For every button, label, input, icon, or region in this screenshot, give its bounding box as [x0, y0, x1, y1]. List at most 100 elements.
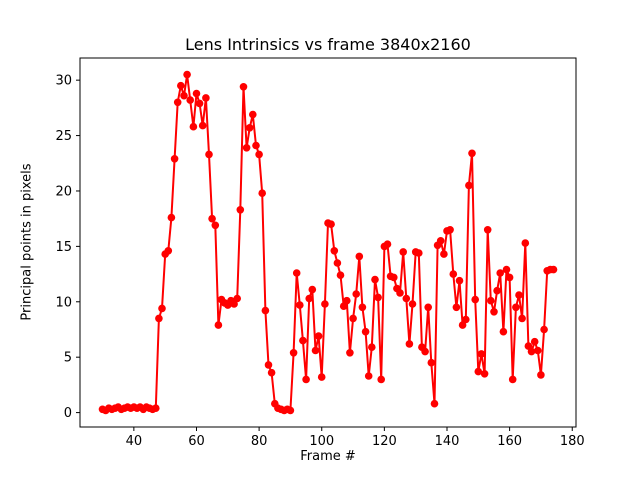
data-marker — [508, 375, 517, 384]
data-marker — [549, 265, 558, 274]
data-marker — [358, 303, 367, 312]
data-marker — [195, 99, 204, 108]
data-marker — [499, 327, 508, 336]
data-marker — [236, 206, 245, 214]
data-marker — [474, 367, 483, 376]
data-marker — [302, 375, 310, 384]
data-marker — [468, 149, 476, 158]
data-marker — [446, 226, 454, 234]
x-tick-label: 80 — [251, 434, 268, 449]
data-marker — [399, 248, 408, 256]
x-tick-label: 140 — [435, 434, 460, 449]
data-marker — [202, 94, 210, 102]
data-marker — [186, 96, 194, 104]
axes-spines — [79, 57, 577, 428]
data-marker — [349, 314, 357, 323]
data-marker — [242, 144, 251, 152]
data-marker — [267, 368, 276, 377]
data-marker — [177, 81, 185, 90]
x-tick-label: 120 — [372, 434, 397, 449]
data-marker — [458, 321, 467, 329]
data-marker — [540, 325, 548, 334]
x-tick-label: 100 — [309, 434, 334, 449]
data-marker — [346, 349, 354, 357]
data-marker — [462, 315, 470, 324]
data-marker — [396, 289, 404, 297]
data-marker — [455, 276, 464, 285]
data-marker — [198, 121, 207, 130]
data-marker — [521, 239, 530, 247]
data-marker — [505, 273, 514, 282]
data-marker — [317, 373, 326, 381]
data-marker — [286, 406, 295, 415]
data-marker — [192, 89, 201, 98]
y-tick-label: 15 — [55, 240, 72, 255]
data-marker — [440, 250, 448, 258]
data-marker — [183, 70, 191, 79]
data-marker — [452, 303, 461, 312]
data-marker — [364, 372, 373, 380]
chart-title: Lens Intrinsics vs frame 3840x2160 — [185, 35, 471, 54]
data-marker — [314, 332, 323, 340]
data-marker — [208, 214, 216, 223]
data-marker — [436, 237, 445, 245]
y-tick-label: 5 — [64, 351, 72, 366]
data-marker — [205, 150, 213, 159]
data-marker — [465, 181, 473, 190]
data-marker — [311, 346, 320, 355]
y-tick-label: 30 — [55, 74, 72, 89]
data-marker — [355, 252, 364, 261]
data-marker — [164, 247, 173, 255]
data-marker — [427, 358, 436, 367]
data-marker — [289, 349, 298, 357]
data-marker — [214, 321, 223, 329]
data-marker — [537, 371, 545, 379]
data-marker — [249, 110, 257, 119]
data-marker — [534, 346, 542, 355]
data-marker — [374, 293, 382, 302]
data-marker — [527, 347, 536, 356]
data-marker — [343, 296, 351, 305]
y-tick-label: 20 — [55, 184, 72, 199]
x-tick-label: 160 — [497, 434, 522, 449]
data-marker — [415, 249, 423, 257]
data-marker — [361, 327, 370, 336]
data-marker — [493, 286, 501, 295]
data-marker — [368, 343, 376, 352]
data-marker — [496, 269, 505, 277]
data-marker — [255, 150, 263, 159]
y-tick-label: 0 — [64, 406, 72, 421]
data-marker — [305, 294, 314, 303]
data-marker — [402, 294, 411, 303]
data-marker — [408, 300, 417, 308]
data-marker — [239, 83, 248, 91]
data-marker — [167, 213, 176, 222]
data-marker — [180, 91, 188, 100]
data-marker — [421, 347, 429, 356]
data-marker — [390, 273, 398, 282]
data-marker — [327, 220, 335, 228]
data-marker — [352, 290, 361, 298]
data-marker — [155, 314, 163, 323]
data-marker — [330, 247, 339, 255]
x-tick-label: 60 — [188, 434, 205, 449]
data-marker — [487, 296, 495, 305]
y-axis-label: Principal points in pixels — [19, 163, 35, 321]
data-marker — [449, 270, 458, 278]
data-marker — [252, 141, 260, 150]
y-tick-label: 10 — [55, 295, 72, 310]
data-marker — [152, 404, 160, 413]
data-marker — [211, 221, 220, 230]
data-marker — [258, 189, 267, 197]
data-marker — [515, 291, 523, 299]
x-tick-label: 180 — [560, 434, 585, 449]
data-marker — [377, 375, 386, 384]
data-marker — [173, 98, 182, 107]
data-marker — [430, 399, 439, 408]
data-marker — [321, 300, 329, 308]
x-axis-label: Frame # — [300, 449, 356, 464]
data-marker — [233, 294, 241, 303]
data-marker — [170, 155, 179, 163]
data-marker — [477, 350, 486, 358]
